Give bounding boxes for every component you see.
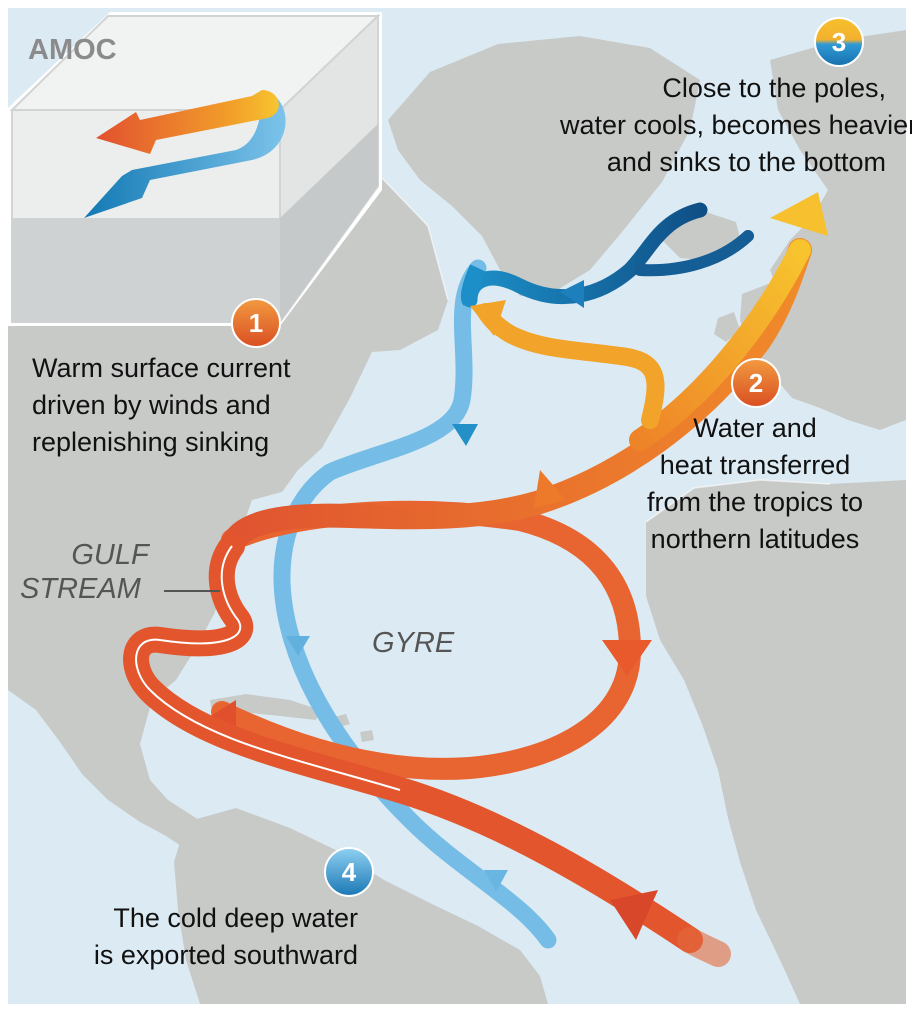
cold-current	[273, 259, 557, 949]
badge-3	[814, 17, 864, 67]
badge-1-number: 1	[248, 308, 264, 338]
sinking-current	[462, 202, 708, 308]
gulf-stream-label: GULF	[71, 539, 149, 571]
step-1-text: Warm surface current driven by winds and…	[32, 353, 291, 457]
amoc-title: AMOC	[28, 34, 117, 66]
gulf-stream-label-line2: STREAM	[20, 573, 141, 605]
badge-3-number: 3	[831, 27, 847, 57]
step-2-text: Water and heat transferred from the trop…	[646, 413, 864, 554]
step-4-text: The cold deep water is exported southwar…	[93, 903, 358, 970]
badge-4	[324, 847, 374, 897]
badge-2-number: 2	[748, 368, 764, 398]
gyre-label: GYRE	[372, 627, 455, 659]
badge-4-number: 4	[341, 857, 357, 887]
step-3-text: Close to the poles, water cools, becomes…	[560, 73, 912, 177]
land-masses	[8, 30, 906, 1004]
badge-1	[231, 298, 281, 348]
badge-2	[731, 358, 781, 408]
amoc-inset	[8, 12, 382, 326]
